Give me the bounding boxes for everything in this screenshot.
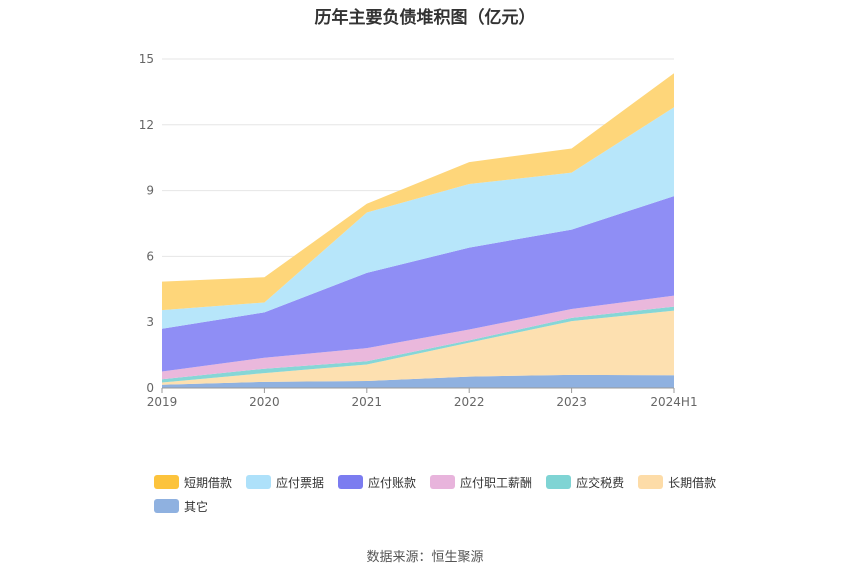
legend-swatch xyxy=(154,499,179,513)
legend-swatch xyxy=(638,475,663,489)
legend-item-短期借款[interactable]: 短期借款 xyxy=(154,474,232,490)
legend-item-其它[interactable]: 其它 xyxy=(154,498,208,514)
x-tick-label: 2023 xyxy=(556,395,587,409)
legend-label: 短期借款 xyxy=(184,474,232,491)
legend-item-应付票据[interactable]: 应付票据 xyxy=(246,474,324,490)
x-tick-label: 2024H1 xyxy=(650,395,697,409)
y-tick-label: 6 xyxy=(146,249,154,263)
legend-label: 应交税费 xyxy=(576,474,624,491)
x-tick-label: 2021 xyxy=(352,395,383,409)
legend-label: 应付账款 xyxy=(368,474,416,491)
legend-item-应交税费[interactable]: 应交税费 xyxy=(546,474,624,490)
legend: 短期借款 应付票据 应付账款 应付职工薪酬 应交税费 长期借款其它 xyxy=(154,474,754,522)
x-tick-label: 2020 xyxy=(249,395,280,409)
legend-label: 长期借款 xyxy=(668,474,716,491)
y-tick-label: 9 xyxy=(146,184,154,198)
x-tick-label: 2022 xyxy=(454,395,485,409)
legend-swatch xyxy=(338,475,363,489)
legend-label: 其它 xyxy=(184,498,208,515)
legend-swatch xyxy=(154,475,179,489)
legend-item-长期借款[interactable]: 长期借款 xyxy=(638,474,716,490)
legend-label: 应付票据 xyxy=(276,474,324,491)
x-tick-label: 2019 xyxy=(147,395,178,409)
legend-item-应付账款[interactable]: 应付账款 xyxy=(338,474,416,490)
legend-swatch xyxy=(546,475,571,489)
y-tick-label: 0 xyxy=(146,381,154,395)
y-tick-label: 3 xyxy=(146,315,154,329)
legend-item-应付职工薪酬[interactable]: 应付职工薪酬 xyxy=(430,474,532,490)
legend-label: 应付职工薪酬 xyxy=(460,474,532,491)
legend-swatch xyxy=(430,475,455,489)
area-series-group xyxy=(162,73,674,388)
legend-swatch xyxy=(246,475,271,489)
source-note: 数据来源：恒生聚源 xyxy=(0,546,850,565)
y-tick-label: 12 xyxy=(139,118,154,132)
y-tick-label: 15 xyxy=(139,52,154,66)
